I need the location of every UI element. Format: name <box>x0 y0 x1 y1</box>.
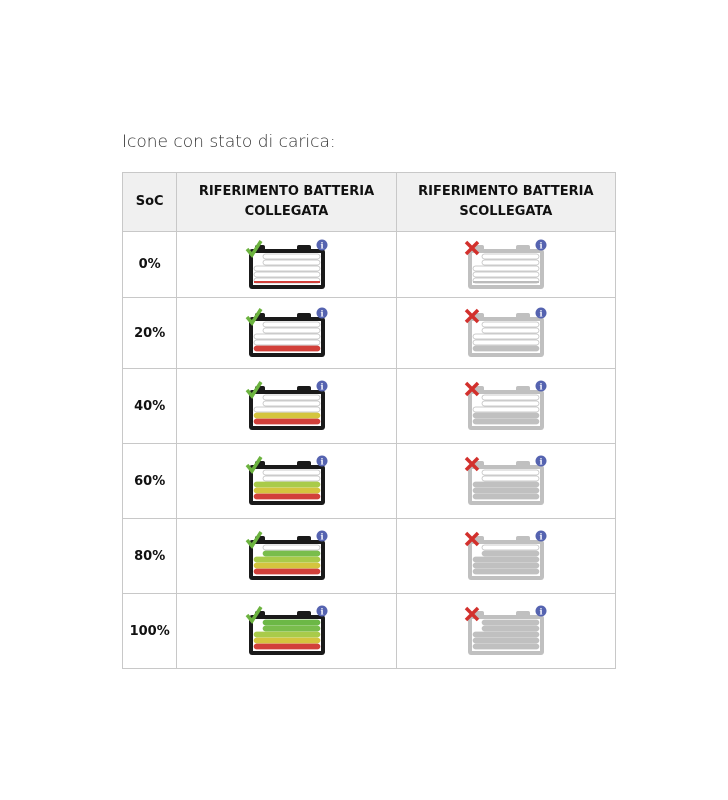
connected-cell: i <box>176 368 397 444</box>
soc-value: 100% <box>121 593 178 669</box>
battery-check-icon: i <box>177 530 395 582</box>
svg-text:i: i <box>539 532 542 542</box>
soc-value: 80% <box>121 518 178 594</box>
battery-cross-icon: i <box>397 455 615 507</box>
soc-value: 40% <box>121 368 178 444</box>
svg-text:i: i <box>320 457 323 467</box>
connected-cell: i <box>176 593 397 669</box>
battery-cross-icon: i <box>397 530 615 582</box>
battery-check-icon: i <box>177 605 395 657</box>
table-row: 100% i i <box>121 593 617 669</box>
battery-cross-icon: i <box>397 239 615 291</box>
battery-check-icon: i <box>177 307 395 359</box>
soc-value: 20% <box>121 297 178 369</box>
svg-text:i: i <box>320 382 323 392</box>
header-connected: RIFERIMENTO BATTERIA COLLEGATA <box>176 172 397 232</box>
soc-value: 60% <box>121 443 178 519</box>
connected-cell: i <box>176 297 397 369</box>
svg-text:i: i <box>320 607 323 617</box>
svg-text:i: i <box>320 309 323 319</box>
svg-text:i: i <box>539 457 542 467</box>
svg-text:i: i <box>539 309 542 319</box>
battery-check-icon: i <box>177 380 395 432</box>
table-row: 40% i i <box>121 368 617 444</box>
header-disconnected: RIFERIMENTO BATTERIA SCOLLEGATA <box>395 172 617 232</box>
disconnected-cell: i <box>395 297 617 369</box>
table-row: 20% i i <box>121 297 617 369</box>
disconnected-cell: i <box>395 593 617 669</box>
svg-text:i: i <box>320 532 323 542</box>
battery-check-icon: i <box>177 455 395 507</box>
table-row: 60% i i <box>121 443 617 519</box>
svg-text:i: i <box>539 240 542 250</box>
battery-cross-icon: i <box>397 380 615 432</box>
svg-text:i: i <box>539 382 542 392</box>
battery-check-icon: i <box>177 239 395 291</box>
connected-cell: i <box>176 231 397 298</box>
disconnected-cell: i <box>395 368 617 444</box>
battery-cross-icon: i <box>397 605 615 657</box>
svg-text:i: i <box>320 240 323 250</box>
connected-cell: i <box>176 518 397 594</box>
connected-cell: i <box>176 443 397 519</box>
svg-text:i: i <box>539 607 542 617</box>
table-row: 0% i i <box>121 231 617 298</box>
soc-value: 0% <box>121 231 178 298</box>
disconnected-cell: i <box>395 518 617 594</box>
disconnected-cell: i <box>395 231 617 298</box>
battery-cross-icon: i <box>397 307 615 359</box>
section-title: Icone con stato di carica: <box>122 132 336 152</box>
soc-icons-table: SoC RIFERIMENTO BATTERIA COLLEGATA RIFER… <box>121 172 617 669</box>
header-soc: SoC <box>121 172 178 232</box>
disconnected-cell: i <box>395 443 617 519</box>
table-row: 80% i i <box>121 518 617 594</box>
